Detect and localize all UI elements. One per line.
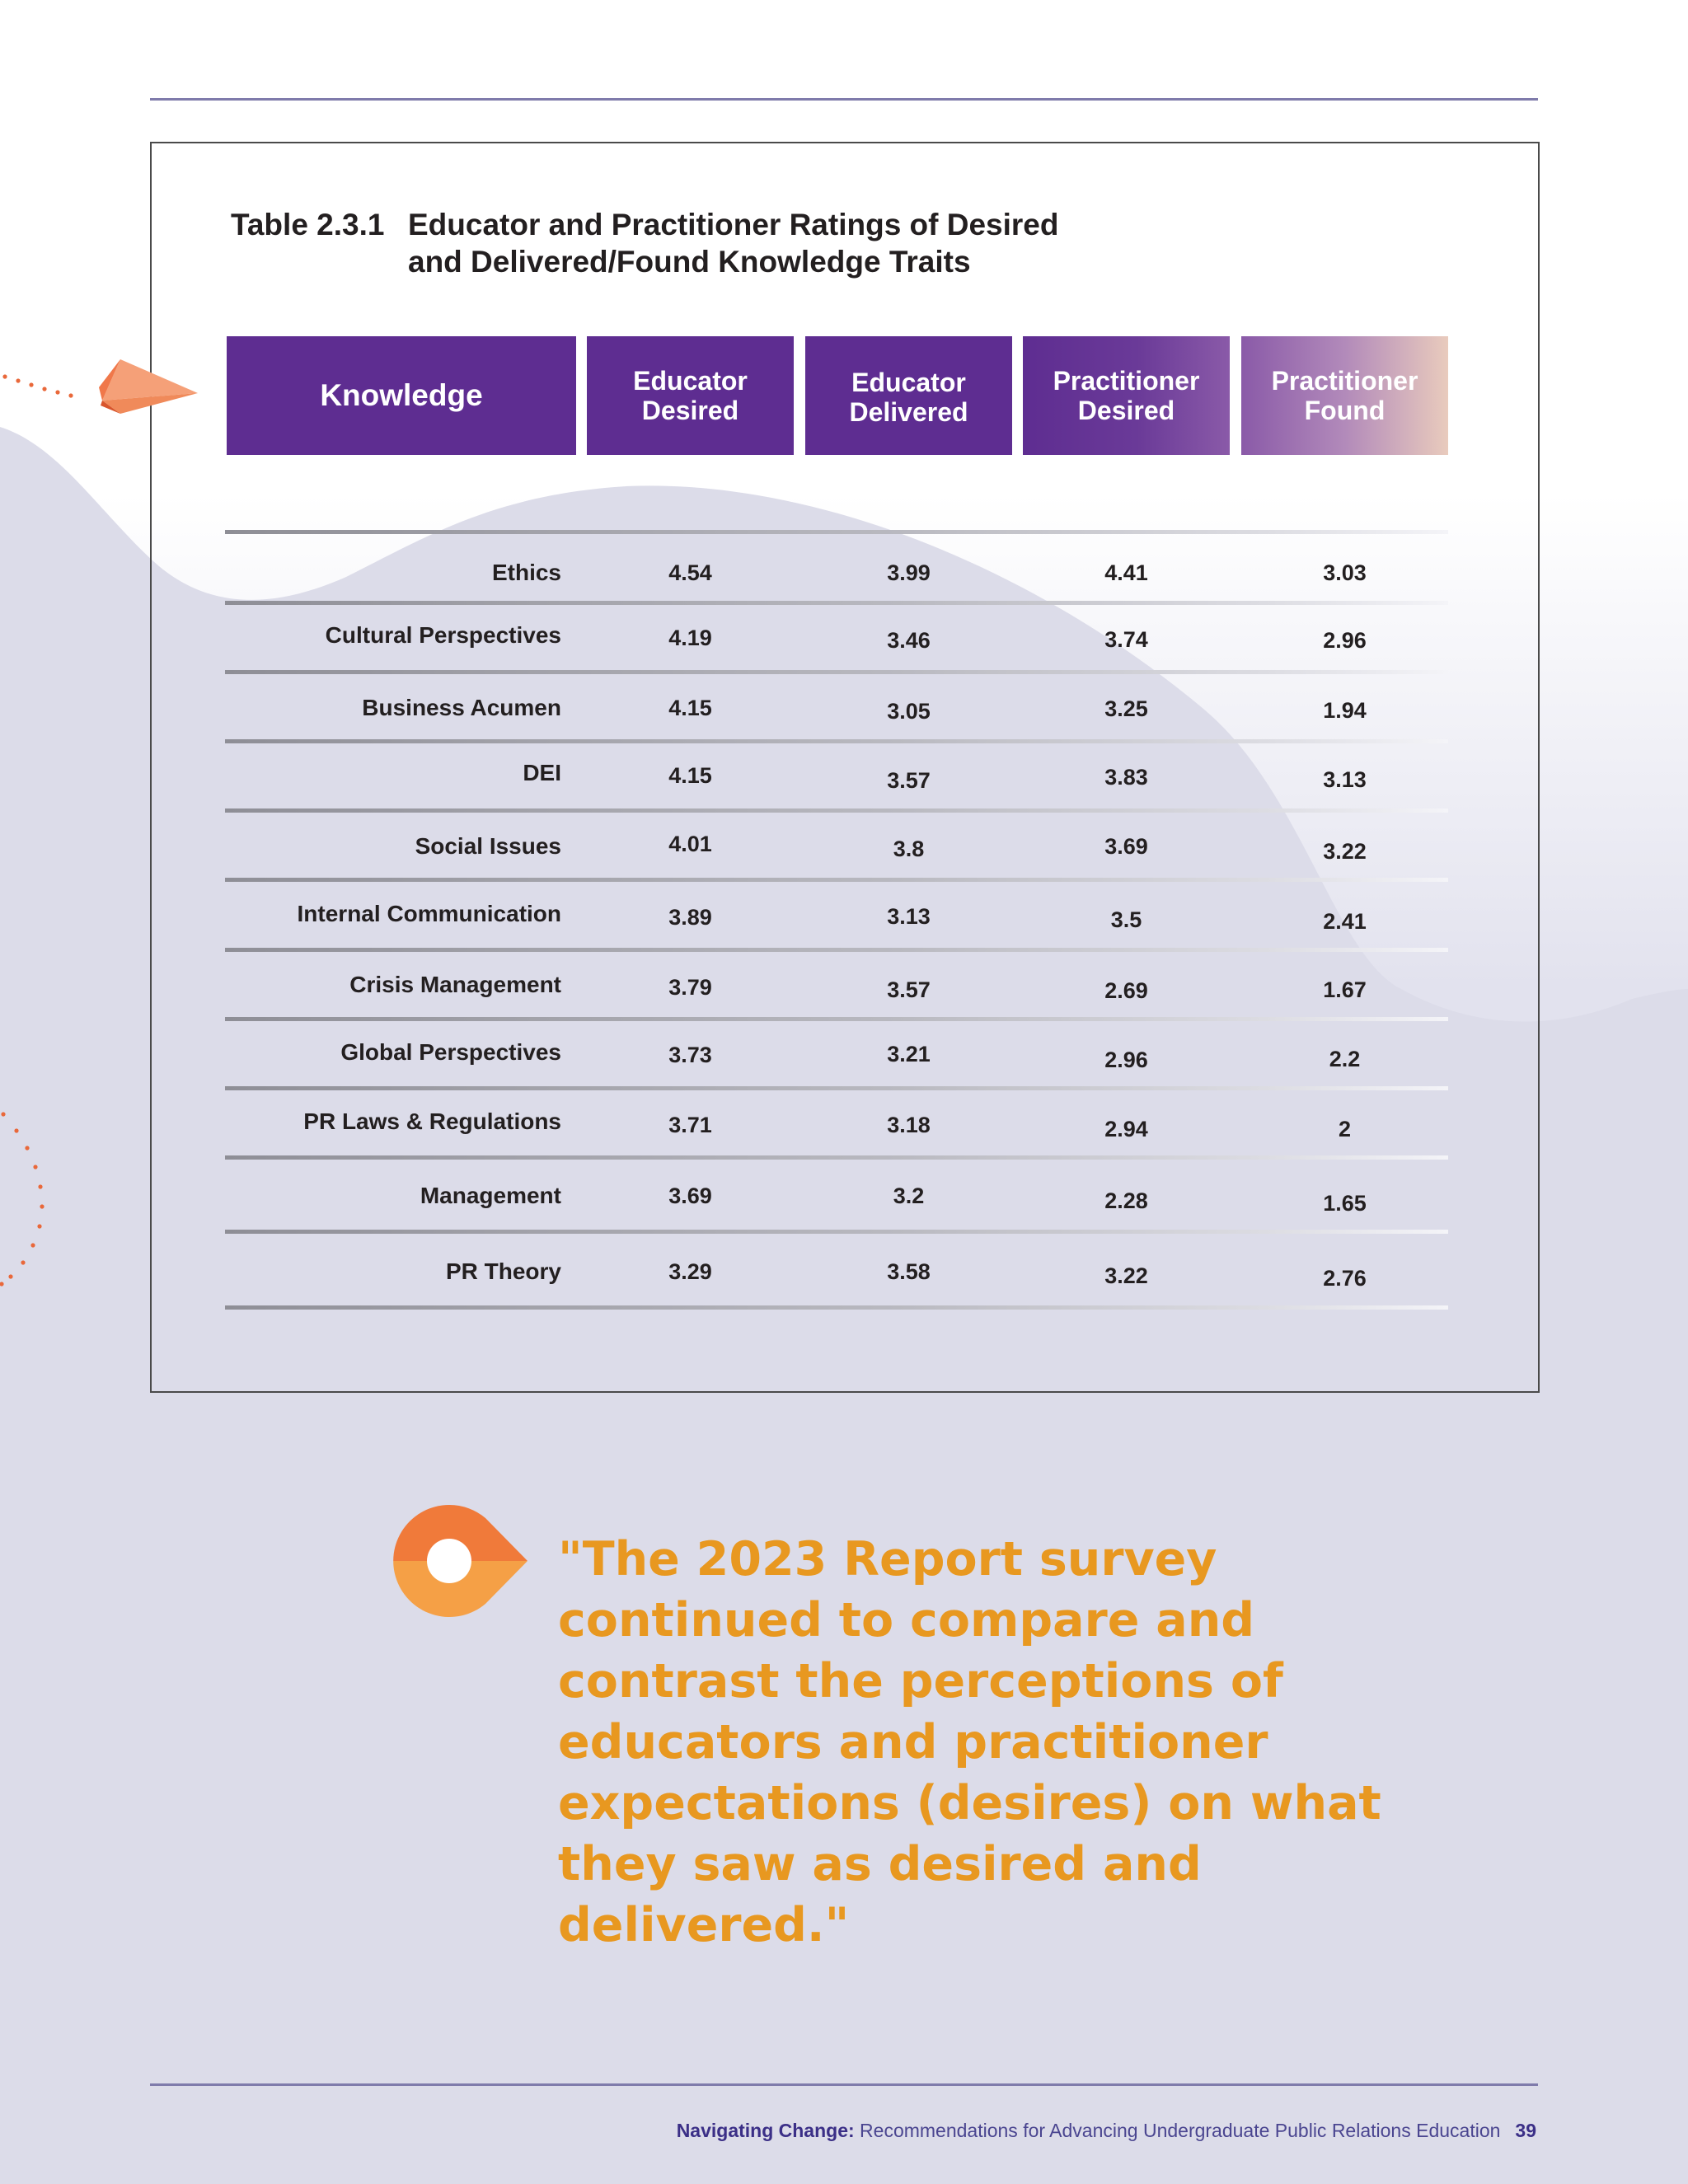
- cell-practitioner-desired: 3.74: [1104, 627, 1148, 652]
- cell-practitioner-desired: 2.96: [1104, 1047, 1148, 1072]
- cell-educator-desired: 4.54: [668, 560, 712, 585]
- cell-educator-desired: 4.19: [668, 626, 712, 650]
- row-divider: [225, 948, 1448, 952]
- row-label: DEI: [523, 760, 561, 785]
- table-frame: [150, 142, 1540, 1393]
- row-label: PR Theory: [445, 1258, 561, 1284]
- top-rule: [150, 98, 1538, 101]
- cell-practitioner-found: 1.94: [1323, 698, 1367, 723]
- cell-practitioner-desired: 2.69: [1104, 978, 1148, 1003]
- cell-practitioner-found: 3.03: [1323, 560, 1367, 585]
- cell-educator-desired: 3.69: [668, 1183, 712, 1208]
- cell-practitioner-desired: 4.41: [1104, 560, 1148, 585]
- row-label: Global Perspectives: [340, 1039, 561, 1065]
- row-divider: [225, 670, 1448, 674]
- cell-practitioner-desired: 3.25: [1104, 696, 1148, 721]
- header-knowledge: Knowledge: [227, 336, 576, 455]
- cell-educator-delivered: 3.57: [887, 977, 931, 1002]
- row-divider: [225, 1017, 1448, 1021]
- cell-practitioner-desired: 3.5: [1110, 907, 1142, 932]
- cell-practitioner-found: 1.65: [1323, 1191, 1367, 1216]
- cell-practitioner-desired: 3.22: [1104, 1263, 1148, 1288]
- cell-educator-delivered: 3.57: [887, 768, 931, 793]
- header-educator-delivered: Educator Delivered: [805, 336, 1012, 455]
- paper-plane-icon: [2, 359, 198, 414]
- row-label: Internal Communication: [297, 901, 561, 926]
- row-label: Management: [420, 1183, 561, 1208]
- cell-practitioner-found: 2: [1338, 1117, 1352, 1141]
- row-label: Business Acumen: [362, 695, 561, 720]
- row-divider: [225, 530, 1448, 534]
- row-divider: [225, 1086, 1448, 1090]
- page-number: 39: [1515, 2120, 1536, 2141]
- cell-educator-delivered: 3.05: [887, 699, 931, 724]
- cell-practitioner-found: 2.96: [1323, 628, 1367, 653]
- footer-title: Navigating Change:: [676, 2120, 855, 2141]
- table-number: Table 2.3.1: [231, 208, 385, 241]
- cell-educator-desired: 4.01: [668, 832, 712, 856]
- location-pin-icon: [393, 1504, 528, 1617]
- bottom-rule: [150, 2083, 1538, 2086]
- row-divider: [225, 739, 1448, 743]
- header-practitioner-desired: Practitioner Desired: [1023, 336, 1230, 455]
- row-divider: [225, 601, 1448, 605]
- cell-educator-desired: 3.79: [668, 975, 712, 1000]
- cell-educator-delivered: 3.46: [887, 628, 931, 653]
- cell-practitioner-desired: 3.69: [1104, 834, 1148, 859]
- cell-educator-delivered: 3.2: [893, 1183, 925, 1208]
- cell-practitioner-found: 2.76: [1323, 1266, 1367, 1291]
- cell-practitioner-found: 2.2: [1329, 1047, 1361, 1071]
- cell-educator-delivered: 3.21: [887, 1042, 931, 1066]
- cell-educator-delivered: 3.99: [887, 560, 931, 585]
- page-footer: Navigating Change: Recommendations for A…: [677, 2120, 1536, 2142]
- cell-practitioner-desired: 2.94: [1104, 1117, 1148, 1141]
- header-educator-desired: Educator Desired: [587, 336, 794, 455]
- cell-educator-desired: 3.29: [668, 1259, 712, 1284]
- row-label: PR Laws & Regulations: [303, 1108, 561, 1134]
- cell-educator-delivered: 3.18: [887, 1113, 931, 1137]
- cell-practitioner-found: 3.13: [1323, 767, 1367, 792]
- cell-educator-desired: 4.15: [668, 696, 712, 720]
- row-divider: [225, 878, 1448, 882]
- row-label: Cultural Perspectives: [325, 622, 561, 648]
- row-label: Social Issues: [415, 833, 561, 859]
- row-divider: [225, 1305, 1448, 1310]
- header-practitioner-found: Practitioner Found: [1241, 336, 1448, 455]
- row-divider: [225, 1230, 1448, 1234]
- cell-educator-desired: 4.15: [668, 763, 712, 788]
- table-title: Educator and Practitioner Ratings of Des…: [408, 208, 1059, 279]
- cell-educator-delivered: 3.8: [893, 837, 925, 861]
- cell-practitioner-desired: 2.28: [1104, 1188, 1148, 1213]
- cell-practitioner-found: 3.22: [1323, 839, 1367, 864]
- cell-practitioner-desired: 3.83: [1104, 765, 1148, 790]
- row-divider: [225, 1155, 1448, 1160]
- footer-subtitle: Recommendations for Advancing Undergradu…: [854, 2120, 1501, 2141]
- cell-practitioner-found: 1.67: [1323, 977, 1367, 1002]
- cell-educator-desired: 3.89: [668, 905, 712, 930]
- dotted-arc-icon: [0, 1112, 45, 1286]
- row-label: Ethics: [491, 560, 561, 585]
- row-divider: [225, 808, 1448, 813]
- cell-practitioner-found: 2.41: [1323, 909, 1367, 934]
- cell-educator-delivered: 3.58: [887, 1259, 931, 1284]
- row-label: Crisis Management: [349, 972, 561, 997]
- cell-educator-delivered: 3.13: [887, 904, 931, 929]
- cell-educator-desired: 3.71: [668, 1113, 712, 1137]
- pull-quote: "The 2023 Report survey continued to com…: [558, 1532, 1381, 1952]
- cell-educator-desired: 3.73: [668, 1043, 712, 1067]
